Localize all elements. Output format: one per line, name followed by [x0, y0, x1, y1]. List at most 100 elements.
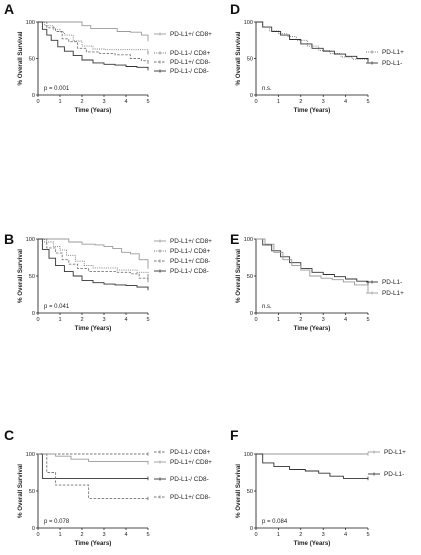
y-tick-label: 100 [244, 237, 253, 243]
y-tick-label: 100 [26, 20, 35, 26]
x-tick-label: 5 [146, 532, 149, 538]
y-axis-label: % Overall Survival [235, 31, 242, 85]
x-tick-label: 2 [299, 532, 302, 538]
x-tick-label: 1 [277, 317, 280, 323]
x-tick-label: 4 [124, 532, 127, 538]
y-tick-label: 0 [32, 311, 35, 317]
x-tick-label: 2 [299, 317, 302, 323]
x-tick-label: 0 [254, 317, 257, 323]
series-line [38, 21, 149, 40]
x-tick-label: 4 [344, 317, 347, 323]
stat-annotation: p = 0.084 [262, 519, 288, 525]
series-line [256, 238, 369, 291]
y-axis-label: % Overall Survival [17, 464, 24, 518]
legend-label: PD-L1-/ CD8- [170, 68, 209, 75]
x-tick-label: 1 [277, 99, 280, 105]
y-axis-label: % Overall Survival [17, 31, 24, 85]
panel-label: E [230, 231, 239, 247]
y-tick-label: 50 [29, 274, 35, 280]
x-tick-label: 3 [322, 317, 325, 323]
legend-label: PD-L1+ [382, 290, 404, 297]
x-axis-label: Time (Years) [75, 540, 112, 547]
series-line [38, 21, 149, 63]
legend-label: PD-L1- [384, 471, 404, 478]
y-axis-label: % Overall Survival [235, 464, 242, 518]
legend-label: PD-L1-/ CD8- [170, 476, 209, 483]
series-line [256, 21, 369, 62]
y-tick-label: 0 [32, 93, 35, 99]
legend-label: PD-L1+/ CD8- [170, 59, 210, 66]
series-line [38, 453, 148, 499]
series-line [38, 238, 149, 268]
stat-annotation: p = 0.078 [44, 519, 70, 525]
legend-label: PD-L1+/ CD8+ [170, 459, 212, 466]
x-tick-label: 5 [366, 532, 369, 538]
x-tick-label: 3 [102, 532, 105, 538]
panel-label: F [230, 427, 239, 443]
x-tick-label: 3 [322, 99, 325, 105]
x-tick-label: 0 [36, 532, 39, 538]
x-tick-label: 5 [366, 317, 369, 323]
x-tick-label: 3 [322, 532, 325, 538]
series-line [38, 238, 149, 276]
y-axis-label: % Overall Survival [235, 249, 242, 303]
legend-label: PD-L1+/ CD8- [170, 494, 210, 501]
stat-annotation: p = 0.001 [44, 86, 70, 92]
panel-label: C [4, 427, 14, 443]
x-tick-label: 4 [124, 317, 127, 323]
panel-b: B 0 50 100 0 1 2 3 4 5 Time (Years) % Overall Survi… [4, 231, 212, 332]
series-line [38, 21, 149, 53]
y-axis-label: % Overall Survival [17, 249, 24, 303]
x-tick-label: 0 [36, 99, 39, 105]
x-tick-label: 1 [58, 99, 61, 105]
stat-annotation: n.s. [262, 304, 272, 310]
panel-label: A [4, 1, 14, 17]
x-tick-label: 4 [344, 99, 347, 105]
panel-label: B [4, 231, 14, 247]
legend-label: PD-L1-/ CD8- [170, 268, 209, 275]
series-line [38, 21, 149, 69]
series-line [38, 238, 149, 289]
x-tick-label: 4 [344, 532, 347, 538]
y-tick-label: 50 [247, 489, 253, 495]
panel-d: D 0 50 100 0 1 2 3 4 5 Time (Years) % Overall Survi… [230, 1, 404, 114]
x-tick-label: 2 [80, 99, 83, 105]
legend-label: PD-L1- [382, 60, 402, 67]
y-tick-label: 50 [247, 274, 253, 280]
stat-annotation: p = 0.041 [44, 304, 70, 310]
legend-label: PD-L1+/ CD8+ [170, 31, 212, 38]
panel-label: D [230, 1, 240, 17]
x-tick-label: 1 [58, 532, 61, 538]
x-tick-label: 2 [80, 317, 83, 323]
x-tick-label: 5 [146, 99, 149, 105]
y-tick-label: 0 [250, 526, 253, 532]
legend-label: PD-L1+/ CD8- [170, 258, 210, 265]
x-tick-label: 5 [366, 99, 369, 105]
series-line [38, 453, 148, 479]
x-tick-label: 1 [277, 532, 280, 538]
x-tick-label: 1 [58, 317, 61, 323]
legend-label: PD-L1+ [382, 49, 404, 56]
x-tick-label: 3 [102, 99, 105, 105]
x-tick-label: 0 [254, 532, 257, 538]
series-line [256, 238, 369, 284]
panel-e: E 0 50 100 0 1 2 3 4 5 Time (Years) % Overall Survi… [230, 231, 404, 332]
series-line [256, 453, 368, 479]
y-tick-label: 100 [26, 452, 35, 458]
x-tick-label: 0 [36, 317, 39, 323]
panel-c: C 0 50 100 0 1 2 3 4 5 Time (Years) % Overall Survi… [4, 427, 212, 547]
y-tick-label: 0 [32, 526, 35, 532]
y-tick-label: 0 [250, 93, 253, 99]
x-axis-label: Time (Years) [294, 540, 331, 547]
x-tick-label: 5 [146, 317, 149, 323]
series-line [38, 453, 149, 463]
series-line [256, 21, 369, 60]
x-axis-label: Time (Years) [75, 107, 112, 114]
y-tick-label: 50 [29, 489, 35, 495]
x-tick-label: 2 [80, 532, 83, 538]
legend-label: PD-L1-/ CD8+ [170, 248, 211, 255]
x-axis-label: Time (Years) [294, 107, 331, 114]
x-axis-label: Time (Years) [75, 325, 112, 332]
y-tick-label: 100 [244, 452, 253, 458]
